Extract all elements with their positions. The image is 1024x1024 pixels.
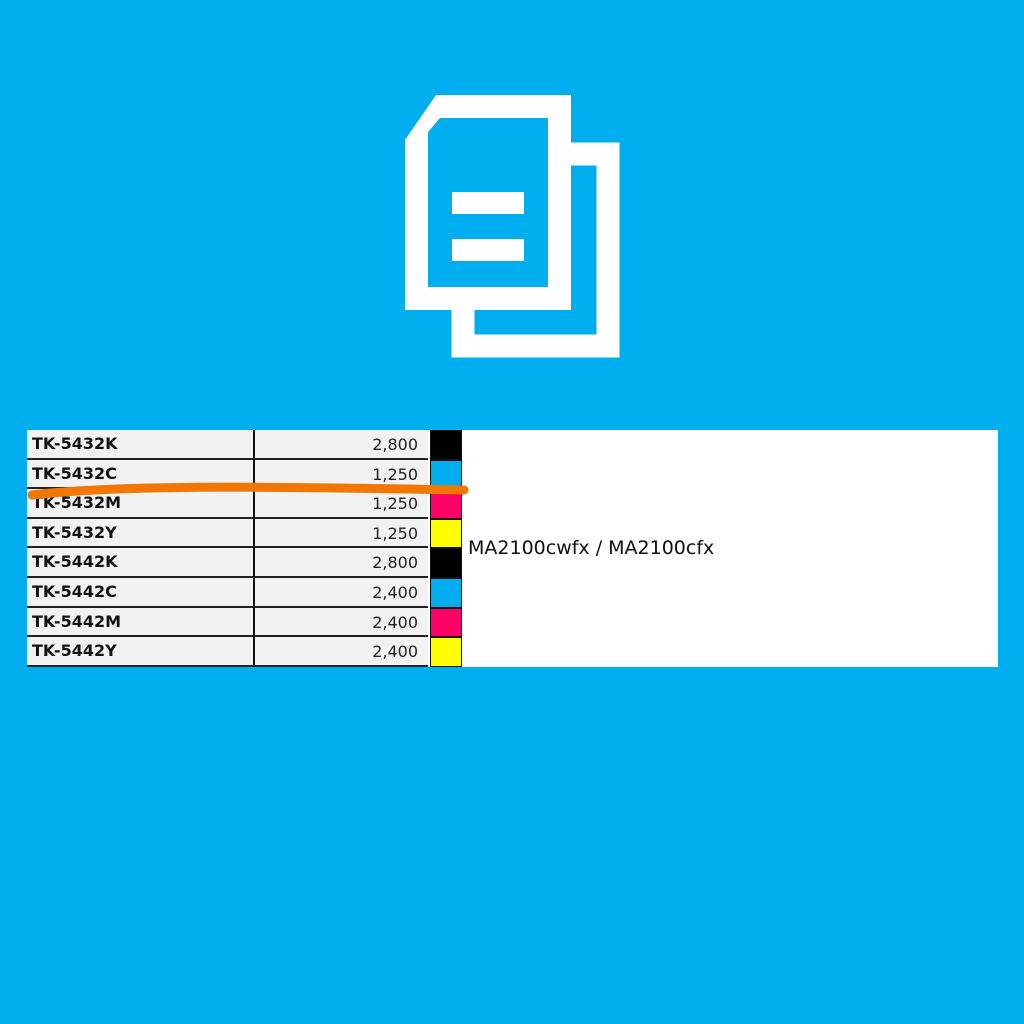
toner-code: TK-5432K <box>27 430 253 460</box>
toner-code: TK-5432C <box>27 459 253 490</box>
page-yield: 2,800 <box>253 548 428 578</box>
table-row: TK-5442M 2,400 <box>27 607 462 638</box>
page-yield: 2,400 <box>253 607 428 638</box>
table-row: TK-5432Y 1,250 <box>27 518 462 549</box>
color-swatch <box>430 489 462 519</box>
color-swatch <box>430 578 462 608</box>
copy-documents-icon <box>405 95 620 358</box>
color-swatch <box>430 637 462 667</box>
table-row: TK-5442K 2,800 <box>27 548 462 578</box>
table-row: TK-5442C 2,400 <box>27 578 462 608</box>
page-yield: 1,250 <box>253 489 428 519</box>
color-swatch <box>430 607 462 638</box>
page-yield: 1,250 <box>253 459 428 490</box>
color-swatch <box>430 430 462 460</box>
toner-code: TK-5442K <box>27 548 253 578</box>
toner-code: TK-5432M <box>27 489 253 519</box>
table-row: TK-5432M 1,250 <box>27 489 462 519</box>
color-swatch <box>430 518 462 549</box>
toner-code: TK-5442M <box>27 607 253 638</box>
table-row: TK-5442Y 2,400 <box>27 637 462 667</box>
table-row: TK-5432K 2,800 <box>27 430 462 460</box>
toner-code: TK-5432Y <box>27 518 253 549</box>
page-yield: 1,250 <box>253 518 428 549</box>
printer-model: MA2100cwfx / MA2100cfx <box>468 537 715 559</box>
table-row: TK-5432C 1,250 <box>27 459 462 490</box>
toner-code: TK-5442Y <box>27 637 253 667</box>
toner-table: TK-5432K 2,800 TK-5432C 1,250 TK-5432M 1… <box>27 430 998 667</box>
page-yield: 2,400 <box>253 637 428 667</box>
page-yield: 2,400 <box>253 578 428 608</box>
color-swatch <box>430 459 462 490</box>
toner-code: TK-5442C <box>27 578 253 608</box>
color-swatch <box>430 548 462 578</box>
page-yield: 2,800 <box>253 430 428 460</box>
